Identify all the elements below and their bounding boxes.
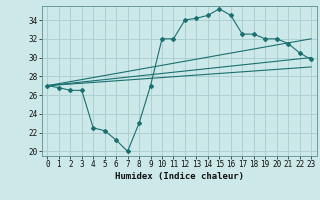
X-axis label: Humidex (Indice chaleur): Humidex (Indice chaleur) <box>115 172 244 181</box>
